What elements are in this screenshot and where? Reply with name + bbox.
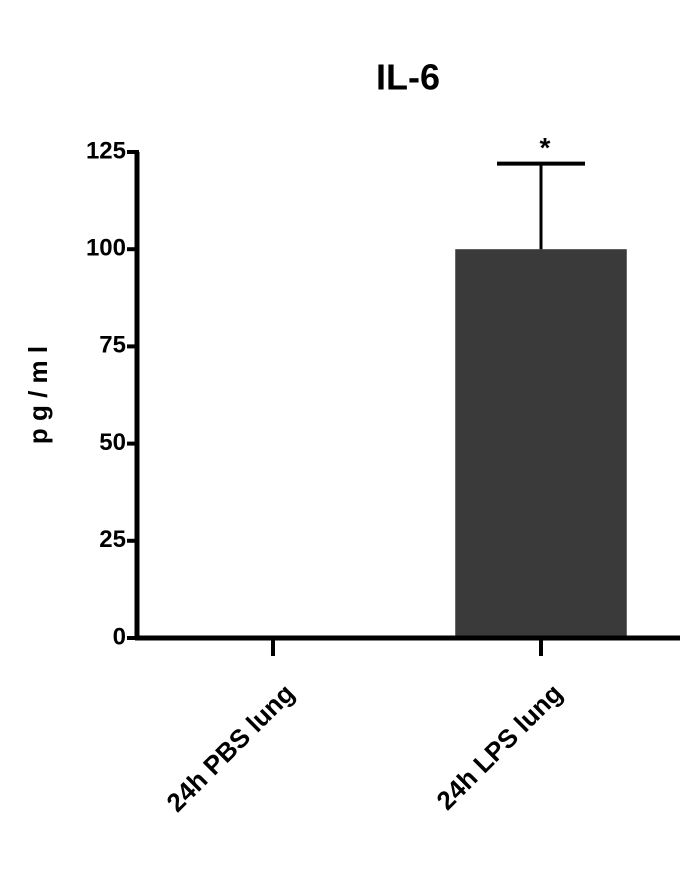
- chart-title: IL-6: [376, 57, 440, 98]
- bar: [455, 249, 627, 638]
- y-tick-label: 0: [113, 623, 126, 650]
- x-tick-label: 24h LPS lung: [430, 678, 568, 816]
- y-tick-label: 125: [86, 137, 126, 164]
- y-tick-label: 25: [99, 526, 126, 553]
- y-axis-label: p g / m l: [23, 346, 53, 444]
- annotation: *: [540, 132, 551, 163]
- x-tick-label: 24h PBS lung: [160, 678, 300, 818]
- y-tick-label: 75: [99, 332, 126, 359]
- y-tick-label: 100: [86, 235, 126, 262]
- y-tick-label: 50: [99, 429, 126, 456]
